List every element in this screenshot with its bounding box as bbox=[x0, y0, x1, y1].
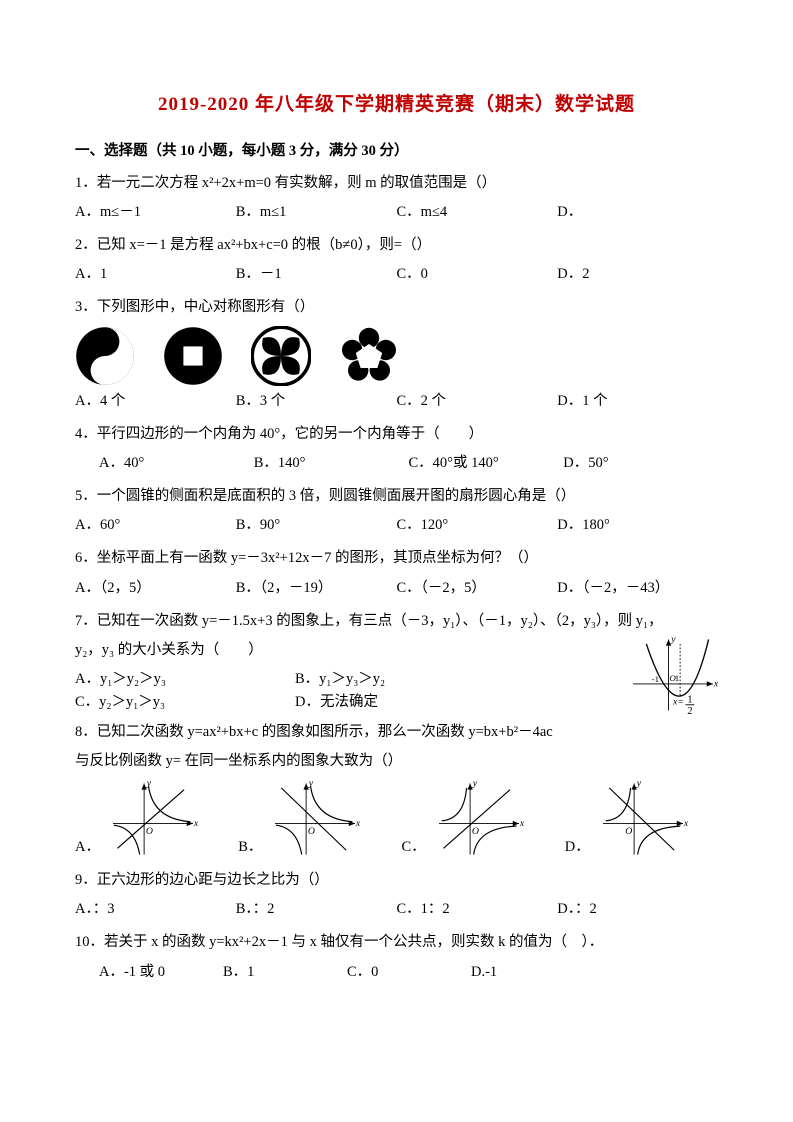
svg-text:-1: -1 bbox=[652, 674, 659, 684]
q1-opt-b: B．m≤1 bbox=[236, 201, 397, 224]
q8-chart-c-icon: y x O bbox=[434, 779, 524, 859]
q1-options: A．m≤－1 B．m≤1 C．m≤4 D． bbox=[75, 201, 718, 224]
svg-text:x: x bbox=[519, 818, 524, 829]
q5-opt-c: C．120° bbox=[397, 514, 558, 537]
q10-opt-c: C．0 bbox=[347, 961, 471, 984]
q5-opt-b: B．90° bbox=[236, 514, 397, 537]
q8-opt-d: D． bbox=[565, 836, 590, 859]
q4-opt-a: A．40° bbox=[75, 452, 254, 475]
q9-opt-b: B．：2 bbox=[236, 898, 397, 921]
svg-text:O: O bbox=[472, 826, 479, 837]
q2-opt-b: B．－1 bbox=[236, 263, 397, 286]
q1-text: 1．若一元二次方程 x²+2x+m=0 有实数解，则 m 的取值范围是（） bbox=[75, 172, 718, 195]
q10-options: A．-1 或 0 B．1 C．0 D.-1 bbox=[75, 961, 595, 984]
q8-text2: 与反比例函数 y= 在同一坐标系内的图象大致为（） bbox=[75, 750, 718, 773]
q1-opt-a: A．m≤－1 bbox=[75, 201, 236, 224]
q10-opt-d: D.-1 bbox=[471, 961, 595, 984]
q4-options: A．40° B．140° C．40°或 140° D．50° bbox=[75, 452, 718, 475]
q9-opt-d: D．：2 bbox=[557, 898, 718, 921]
q7-opt-a: A．y₁＞y₂＞y₃ bbox=[75, 668, 295, 691]
svg-text:1: 1 bbox=[675, 673, 679, 683]
q7-opt-c: C．y₂＞y₁＞y₃ bbox=[75, 691, 295, 714]
q3-opt-a: A．4 个 bbox=[75, 390, 236, 413]
shape-swirl-icon bbox=[75, 326, 135, 386]
q2-opt-a: A．1 bbox=[75, 263, 236, 286]
q7-text: 7．已知在一次函数 y=－1.5x+3 的图象上，有三点（－3，y₁）、（－1，… bbox=[75, 610, 718, 633]
q1-opt-c: C．m≤4 bbox=[397, 201, 558, 224]
q5-text: 5．一个圆锥的侧面积是底面积的 3 倍，则圆锥侧面展开图的扇形圆心角是（） bbox=[75, 485, 718, 508]
q5-options: A．60° B．90° C．120° D．180° bbox=[75, 514, 718, 537]
q6-opt-a: A．（2，5） bbox=[75, 577, 236, 600]
q6-text: 6．坐标平面上有一函数 y=－3x²+12x－7 的图形，其顶点坐标为何？（） bbox=[75, 547, 718, 570]
q1-opt-d: D． bbox=[557, 201, 718, 224]
q6-opt-d: D．（－2，－43） bbox=[557, 577, 718, 600]
q7-options-row2: C．y₂＞y₁＞y₃ D．无法确定 bbox=[75, 691, 515, 714]
q2-options: A．1 B．－1 C．0 D．2 bbox=[75, 263, 718, 286]
section-heading: 一、选择题（共 10 小题，每小题 3 分，满分 30 分） bbox=[75, 140, 718, 163]
svg-text:O: O bbox=[308, 826, 315, 837]
q7-options-row1: A．y₁＞y₂＞y₃ B．y₁＞y₃＞y₂ bbox=[75, 668, 515, 691]
q5-opt-d: D．180° bbox=[557, 514, 718, 537]
shape-petal-icon bbox=[251, 326, 311, 386]
svg-text:x=: x= bbox=[672, 696, 684, 707]
svg-text:x: x bbox=[683, 818, 688, 829]
q8-text: 8．已知二次函数 y=ax²+bx+c 的图象如图所示，那么一次函数 y=bx+… bbox=[75, 721, 718, 744]
q7-text2: y₂，y₃ 的大小关系为（ ） bbox=[75, 639, 718, 662]
q6-opt-b: B．（2，－19） bbox=[236, 577, 397, 600]
q9-options: A．：3 B．：2 C．1：2 D．：2 bbox=[75, 898, 718, 921]
q10-opt-a: A．-1 或 0 bbox=[75, 961, 223, 984]
q8-charts: A． y x O B． y x O C． y bbox=[75, 779, 718, 859]
shape-coin-icon bbox=[163, 326, 223, 386]
q4-opt-d: D．50° bbox=[563, 452, 718, 475]
q6-opt-c: C．（－2，5） bbox=[397, 577, 558, 600]
svg-text:y: y bbox=[471, 779, 477, 789]
q8-opt-b: B． bbox=[238, 836, 262, 859]
q3-opt-d: D．1 个 bbox=[557, 390, 718, 413]
q10-opt-b: B．1 bbox=[223, 961, 347, 984]
q4-text: 4．平行四边形的一个内角为 40°，它的另一个内角等于（ ） bbox=[75, 423, 718, 446]
q3-opt-c: C．2 个 bbox=[397, 390, 558, 413]
svg-text:x: x bbox=[355, 818, 360, 829]
q4-opt-b: B．140° bbox=[254, 452, 409, 475]
q2-opt-c: C．0 bbox=[397, 263, 558, 286]
exam-title: 2019-2020 年八年级下学期精英竞赛（期末）数学试题 bbox=[75, 90, 718, 120]
q9-opt-c: C．1：2 bbox=[397, 898, 558, 921]
q2-opt-d: D．2 bbox=[557, 263, 718, 286]
q5-opt-a: A．60° bbox=[75, 514, 236, 537]
q8-opt-a: A． bbox=[75, 836, 100, 859]
q7-opt-b: B．y₁＞y₃＞y₂ bbox=[295, 668, 515, 691]
svg-text:y: y bbox=[636, 779, 642, 789]
q3-opt-b: B．3 个 bbox=[236, 390, 397, 413]
q8-chart-d-icon: y x O bbox=[598, 779, 688, 859]
q10-text: 10．若关于 x 的函数 y=kx²+2x－1 与 x 轴仅有一个公共点，则实数… bbox=[75, 931, 718, 954]
q8-parabola-icon: y x -1 O 1 x= 12 bbox=[628, 635, 718, 715]
q3-text: 3．下列图形中，中心对称图形有（） bbox=[75, 296, 718, 319]
q7-opt-d: D．无法确定 bbox=[295, 691, 515, 714]
q8-opt-c: C． bbox=[402, 836, 426, 859]
svg-text:y: y bbox=[670, 635, 676, 645]
q6-options: A．（2，5） B．（2，－19） C．（－2，5） D．（－2，－43） bbox=[75, 577, 718, 600]
shape-flower-icon bbox=[339, 326, 399, 386]
q9-opt-a: A．：3 bbox=[75, 898, 236, 921]
q8-chart-a-icon: y x O bbox=[108, 779, 198, 859]
svg-text:O: O bbox=[625, 826, 632, 837]
q3-options: A．4 个 B．3 个 C．2 个 D．1 个 bbox=[75, 390, 718, 413]
q8-chart-b-icon: y x O bbox=[270, 779, 360, 859]
q9-text: 9．正六边形的边心距与边长之比为（） bbox=[75, 869, 718, 892]
svg-text:O: O bbox=[146, 826, 153, 837]
q2-text: 2．已知 x=－1 是方程 ax²+bx+c=0 的根（b≠0），则=（） bbox=[75, 234, 718, 257]
q4-opt-c: C．40°或 140° bbox=[409, 452, 564, 475]
svg-text:x: x bbox=[713, 679, 718, 690]
q3-shapes bbox=[75, 326, 718, 386]
svg-text:x: x bbox=[193, 818, 198, 829]
